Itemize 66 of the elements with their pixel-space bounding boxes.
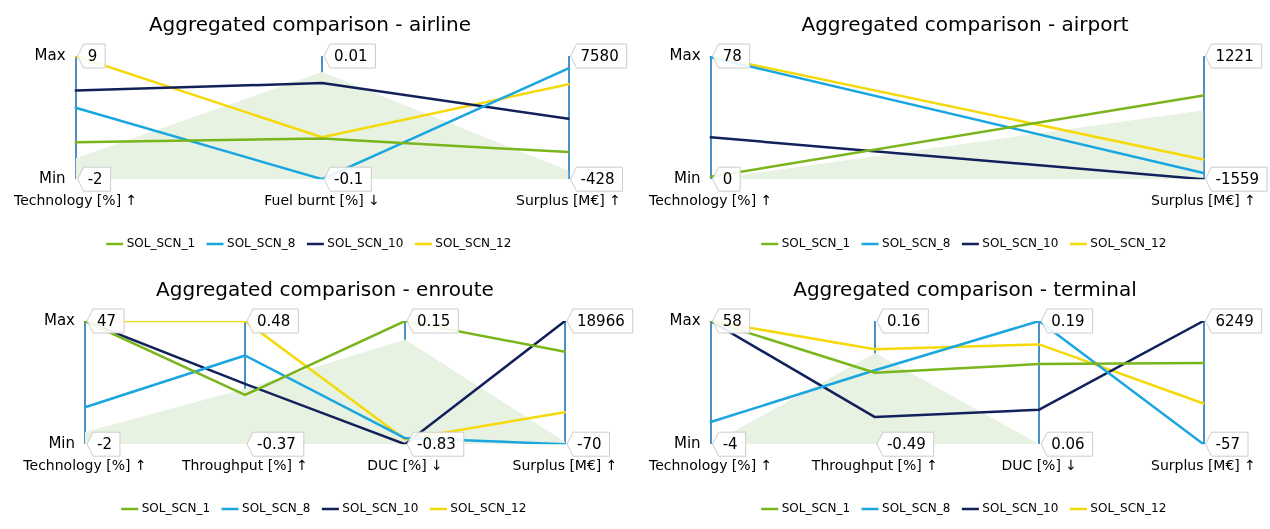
chart-title: Aggregated comparison - terminal xyxy=(793,277,1137,302)
annotation: 6249 xyxy=(1215,311,1254,330)
x-tick-label: Throughput [%] ↑ xyxy=(810,457,939,474)
legend-label: SOL_SCN_10 xyxy=(982,236,1059,251)
annotation: 0.19 xyxy=(1051,311,1085,330)
legend-label: SOL_SCN_1 xyxy=(141,501,211,516)
x-tick-label: Fuel burnt [%] ↓ xyxy=(264,192,380,209)
x-tick-label: Technology [%] ↑ xyxy=(13,192,138,209)
legend-label: SOL_SCN_12 xyxy=(435,236,512,251)
annotation: 7580 xyxy=(580,46,619,65)
annotation: 58 xyxy=(722,311,742,330)
x-tick-label: DUC [%] ↓ xyxy=(1001,457,1078,474)
chart-title: Aggregated comparison - airport xyxy=(801,12,1129,37)
legend-label: SOL_SCN_10 xyxy=(327,236,404,251)
annotation: Max xyxy=(669,310,701,329)
annotation: Min xyxy=(674,434,701,453)
x-tick-label: Surplus [M€] ↑ xyxy=(1151,192,1256,209)
annotation: -4 xyxy=(722,435,738,454)
legend-label: SOL_SCN_8 xyxy=(242,501,311,516)
annotation: 18966 xyxy=(577,311,625,330)
annotation: -57 xyxy=(1215,435,1240,454)
chart-title: Aggregated comparison - airline xyxy=(148,12,472,37)
annotation: 0.01 xyxy=(334,46,368,65)
annotation: 0.06 xyxy=(1051,435,1085,454)
x-tick-label: Technology [%] ↑ xyxy=(22,457,147,474)
annotation: Max xyxy=(43,310,76,329)
legend-label: SOL_SCN_12 xyxy=(1090,501,1167,516)
legend-label: SOL_SCN_1 xyxy=(781,236,851,251)
x-tick-label: Throughput [%] ↑ xyxy=(180,457,309,474)
annotation: 0 xyxy=(722,170,733,189)
legend-label: SOL_SCN_8 xyxy=(882,236,951,251)
annotation: -0.49 xyxy=(886,435,926,454)
legend-label: SOL_SCN_8 xyxy=(227,236,296,251)
x-tick-label: Technology [%] ↑ xyxy=(648,457,773,474)
x-tick-label: Technology [%] ↑ xyxy=(648,192,773,209)
annotation: Min xyxy=(48,434,75,453)
annotation: -2 xyxy=(87,170,103,189)
annotation: 9 xyxy=(87,46,98,65)
annotation: -0.1 xyxy=(334,170,364,189)
annotation: Max xyxy=(34,45,66,64)
legend-label: SOL_SCN_12 xyxy=(1090,236,1167,251)
annotation: 0.15 xyxy=(417,311,451,330)
x-tick-label: Surplus [M€] ↑ xyxy=(512,457,618,474)
annotation: -70 xyxy=(577,435,602,454)
annotation: Max xyxy=(669,45,701,64)
legend-label: SOL_SCN_1 xyxy=(781,501,851,516)
annotation: -1559 xyxy=(1215,170,1260,189)
annotation: -0.83 xyxy=(417,435,456,454)
annotation: Min xyxy=(674,169,701,188)
x-tick-label: Surplus [M€] ↑ xyxy=(1151,457,1256,474)
annotation: -428 xyxy=(580,170,615,189)
annotation: 47 xyxy=(97,311,117,330)
legend-label: SOL_SCN_1 xyxy=(126,236,196,251)
annotation: 1221 xyxy=(1215,46,1254,65)
annotation: -2 xyxy=(97,435,112,454)
annotation: 0.16 xyxy=(886,311,921,330)
x-tick-label: DUC [%] ↓ xyxy=(367,457,443,474)
legend-label: SOL_SCN_10 xyxy=(982,501,1059,516)
legend-label: SOL_SCN_10 xyxy=(342,501,419,516)
annotation: Min xyxy=(39,169,66,188)
legend-label: SOL_SCN_8 xyxy=(882,501,951,516)
annotation: 0.48 xyxy=(257,311,291,330)
x-tick-label: Surplus [M€] ↑ xyxy=(516,192,621,209)
legend-label: SOL_SCN_12 xyxy=(450,501,527,516)
annotation: -0.37 xyxy=(257,435,296,454)
chart-title: Aggregated comparison - enroute xyxy=(156,277,494,302)
